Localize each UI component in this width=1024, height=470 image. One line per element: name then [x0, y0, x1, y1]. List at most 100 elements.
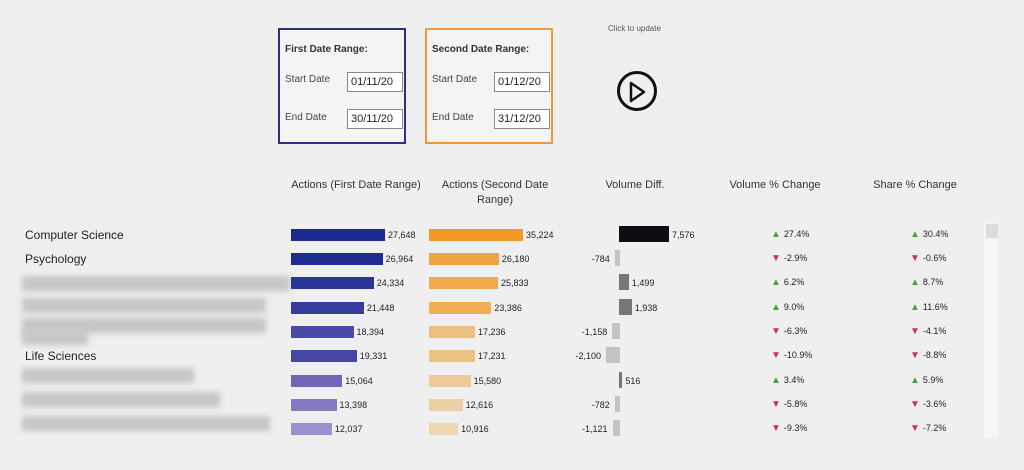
- first-range-value: 24,334: [376, 278, 405, 288]
- update-hint: Click to update: [608, 24, 661, 33]
- volume-diff-bar: [612, 420, 620, 436]
- share-pct-change: ▲ 5.9%: [910, 375, 944, 386]
- volume-diff-bar: [614, 250, 620, 266]
- second-range-value: 12,616: [465, 400, 494, 410]
- volume-diff-value: 1,938: [634, 303, 658, 313]
- redacted-category-label: [22, 318, 266, 333]
- volume-diff-value: -782: [591, 400, 610, 410]
- header-volume-diff: Volume Diff.: [605, 179, 665, 191]
- update-play-button[interactable]: [617, 71, 657, 111]
- share-pct-change: ▼ -0.6%: [910, 253, 947, 264]
- triangle-up-icon: ▲: [910, 277, 920, 288]
- redacted-category-label: [22, 416, 270, 431]
- volume-pct-change: ▼ -5.8%: [771, 399, 808, 410]
- share-pct-change: ▲ 8.7%: [910, 277, 944, 288]
- redacted-category-label: [22, 276, 290, 291]
- volume-diff-value: -784: [591, 254, 610, 264]
- triangle-down-icon: ▼: [910, 326, 920, 337]
- share-pct-change: ▼ -4.1%: [910, 326, 947, 337]
- share-pct-change: ▼ -7.2%: [910, 423, 947, 434]
- header-second-range: Actions (Second Date Range): [441, 179, 549, 206]
- volume-pct-change: ▲ 6.2%: [771, 277, 805, 288]
- volume-diff-bar: [606, 347, 620, 363]
- redacted-category-label: [22, 330, 88, 345]
- redacted-category-label: [22, 392, 220, 407]
- first-range-bar: [291, 399, 337, 411]
- volume-diff-value: -1,121: [581, 424, 608, 434]
- second-range-bar: [429, 399, 463, 411]
- second-date-range-panel: Second Date Range: Start Date End Date: [425, 28, 553, 144]
- first-range-value: 13,398: [339, 400, 368, 410]
- second-range-value: 17,231: [477, 351, 506, 361]
- triangle-down-icon: ▼: [771, 423, 781, 434]
- second-start-date-input[interactable]: [494, 72, 550, 92]
- second-range-bar: [429, 277, 498, 289]
- scrollbar-thumb[interactable]: [986, 224, 998, 238]
- volume-diff-bar: [614, 396, 620, 412]
- share-pct-change: ▲ 30.4%: [910, 229, 949, 240]
- triangle-up-icon: ▲: [910, 229, 920, 240]
- volume-diff-value: -2,100: [575, 351, 601, 361]
- first-range-bar: [291, 326, 354, 338]
- second-end-label: End Date: [432, 112, 474, 123]
- second-range-bar: [429, 350, 475, 362]
- volume-diff-bar: [612, 323, 620, 339]
- volume-diff-bar: [619, 274, 629, 290]
- second-start-label: Start Date: [432, 74, 478, 85]
- header-share-pct: Share % Change: [873, 179, 957, 191]
- volume-diff-value: 516: [625, 376, 641, 386]
- triangle-down-icon: ▼: [910, 350, 920, 361]
- volume-diff-bar: [619, 372, 623, 388]
- first-range-value: 26,964: [385, 254, 414, 264]
- triangle-up-icon: ▲: [771, 277, 781, 288]
- volume-diff-value: -1,158: [581, 327, 608, 337]
- category-label: Computer Science: [25, 228, 124, 242]
- triangle-down-icon: ▼: [771, 350, 781, 361]
- second-range-value: 26,180: [501, 254, 530, 264]
- second-range-bar: [429, 229, 523, 241]
- first-range-value: 27,648: [388, 230, 416, 240]
- volume-pct-change: ▼ -9.3%: [771, 423, 808, 434]
- triangle-up-icon: ▲: [771, 375, 781, 386]
- volume-diff-value: 7,576: [672, 230, 695, 240]
- triangle-down-icon: ▼: [910, 253, 920, 264]
- triangle-down-icon: ▼: [910, 399, 920, 410]
- scrollbar-track[interactable]: [984, 223, 998, 438]
- header-first-range: Actions (First Date Range): [291, 179, 421, 191]
- first-range-title: First Date Range:: [285, 44, 368, 55]
- first-range-value: 21,448: [366, 303, 395, 313]
- triangle-up-icon: ▲: [910, 375, 920, 386]
- second-range-value: 35,224: [526, 230, 554, 240]
- first-end-label: End Date: [285, 112, 327, 123]
- redacted-category-label: [22, 368, 194, 383]
- first-range-value: 19,331: [359, 351, 388, 361]
- first-end-date-input[interactable]: [347, 109, 403, 129]
- triangle-up-icon: ▲: [910, 302, 920, 313]
- volume-pct-change: ▲ 9.0%: [771, 302, 805, 313]
- first-range-bar: [291, 375, 343, 387]
- triangle-up-icon: ▲: [771, 229, 781, 240]
- volume-pct-change: ▼ -6.3%: [771, 326, 808, 337]
- triangle-down-icon: ▼: [771, 253, 781, 264]
- triangle-down-icon: ▼: [771, 399, 781, 410]
- triangle-down-icon: ▼: [771, 326, 781, 337]
- second-range-title: Second Date Range:: [432, 44, 530, 55]
- category-label: Psychology: [25, 252, 87, 266]
- second-end-date-input[interactable]: [494, 109, 550, 129]
- share-pct-change: ▼ -3.6%: [910, 399, 947, 410]
- second-range-bar: [429, 423, 459, 435]
- triangle-up-icon: ▲: [771, 302, 781, 313]
- first-range-value: 12,037: [334, 424, 363, 434]
- category-label: Life Sciences: [25, 349, 97, 363]
- first-range-bar: [291, 277, 374, 289]
- share-pct-change: ▼ -8.8%: [910, 350, 947, 361]
- second-range-value: 25,833: [500, 278, 529, 288]
- second-range-bar: [429, 326, 475, 338]
- first-start-label: Start Date: [285, 74, 331, 85]
- second-range-value: 15,580: [473, 376, 502, 386]
- first-range-value: 18,394: [356, 327, 385, 337]
- volume-pct-change: ▼ -10.9%: [771, 350, 813, 361]
- first-range-bar: [291, 350, 357, 362]
- first-start-date-input[interactable]: [347, 72, 403, 92]
- volume-pct-change: ▲ 27.4%: [771, 229, 810, 240]
